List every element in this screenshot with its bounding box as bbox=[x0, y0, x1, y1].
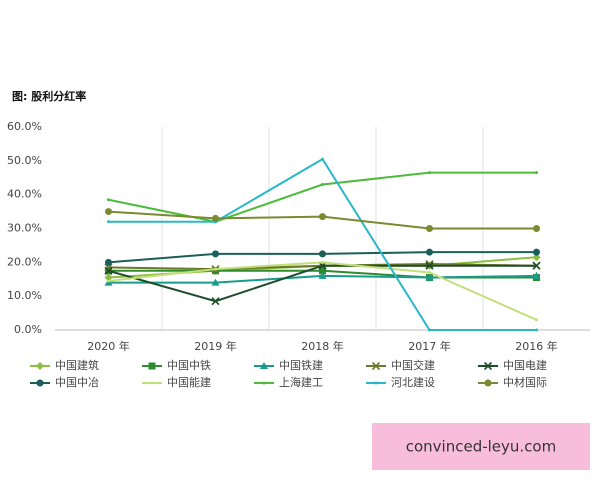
marker bbox=[321, 260, 324, 264]
marker bbox=[107, 198, 110, 202]
marker bbox=[318, 271, 327, 279]
marker bbox=[371, 361, 381, 371]
marker bbox=[533, 225, 540, 232]
marker bbox=[104, 266, 113, 275]
marker bbox=[319, 267, 326, 275]
marker bbox=[426, 248, 433, 256]
marker bbox=[532, 271, 541, 279]
marker bbox=[104, 273, 113, 282]
x-tick-label: 2017 年 bbox=[408, 339, 451, 353]
marker bbox=[428, 270, 431, 274]
marker bbox=[148, 362, 156, 370]
marker bbox=[107, 279, 110, 283]
y-tick-label: 60.0% bbox=[7, 120, 42, 133]
marker bbox=[212, 214, 219, 222]
marker bbox=[484, 379, 492, 387]
y-tick-label: 10.0% bbox=[7, 289, 42, 302]
marker bbox=[321, 157, 324, 161]
marker bbox=[428, 171, 431, 175]
marker bbox=[262, 381, 266, 385]
marker bbox=[211, 278, 220, 286]
marker bbox=[428, 328, 431, 332]
x-tick-label: 2016 年 bbox=[515, 339, 558, 353]
x-tick-label: 2020 年 bbox=[87, 339, 130, 353]
chart-title: 图: 股利分红率 bbox=[12, 89, 86, 103]
marker bbox=[321, 183, 324, 187]
marker bbox=[532, 253, 541, 262]
marker bbox=[150, 381, 154, 385]
marker bbox=[425, 273, 434, 281]
marker bbox=[425, 261, 434, 270]
y-tick-label: 50.0% bbox=[7, 154, 42, 167]
marker bbox=[426, 225, 433, 232]
x-tick-label: 2019 年 bbox=[194, 339, 237, 353]
legend-label: 中国能建 bbox=[167, 375, 211, 389]
legend-label: 中国建筑 bbox=[55, 358, 99, 372]
marker bbox=[212, 250, 219, 258]
legend-label: 河北建设 bbox=[391, 375, 435, 389]
marker bbox=[533, 248, 540, 256]
marker bbox=[105, 258, 112, 266]
legend-label: 中国中冶 bbox=[55, 375, 99, 389]
watermark: convinced-leyu.com bbox=[406, 438, 556, 456]
marker bbox=[214, 267, 217, 271]
marker bbox=[212, 267, 219, 275]
marker bbox=[105, 208, 112, 216]
marker bbox=[535, 318, 538, 322]
marker bbox=[260, 362, 268, 369]
marker bbox=[36, 379, 44, 387]
legend-label: 中国电建 bbox=[503, 358, 547, 372]
marker bbox=[107, 220, 110, 224]
marker bbox=[319, 213, 326, 221]
y-tick-label: 30.0% bbox=[7, 222, 42, 235]
marker bbox=[535, 328, 538, 332]
marker bbox=[104, 263, 113, 272]
marker bbox=[374, 381, 378, 385]
marker bbox=[535, 171, 538, 175]
legend-label: 上海建工 bbox=[279, 375, 323, 389]
watermark-box bbox=[372, 423, 590, 470]
marker bbox=[319, 250, 326, 258]
legend-label: 中国交建 bbox=[391, 358, 435, 372]
x-tick-label: 2018 年 bbox=[301, 339, 344, 353]
y-tick-label: 40.0% bbox=[7, 188, 42, 201]
marker bbox=[483, 361, 493, 371]
y-tick-label: 20.0% bbox=[7, 255, 42, 268]
legend-label: 中国铁建 bbox=[279, 358, 323, 372]
marker bbox=[211, 297, 220, 306]
y-tick-label: 0.0% bbox=[14, 323, 42, 336]
marker bbox=[532, 261, 541, 270]
legend-label: 中材国际 bbox=[503, 375, 547, 389]
legend-label: 中国中铁 bbox=[167, 359, 211, 372]
marker bbox=[36, 362, 44, 370]
